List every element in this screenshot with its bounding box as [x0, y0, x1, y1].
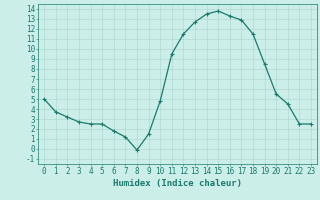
X-axis label: Humidex (Indice chaleur): Humidex (Indice chaleur)	[113, 179, 242, 188]
